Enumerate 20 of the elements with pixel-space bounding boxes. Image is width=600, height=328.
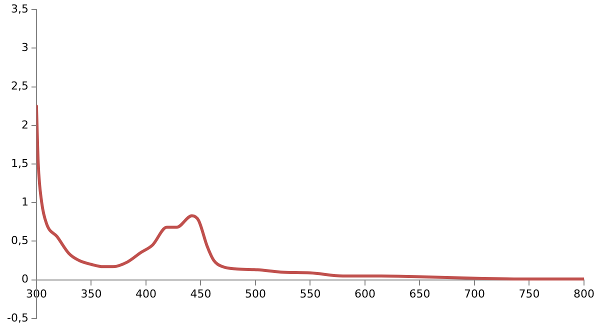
x-tick-label: 800 [574,287,594,300]
x-tick-label: 350 [80,287,102,300]
x-tick-label: 500 [244,287,266,300]
y-tick-label: 1 [21,195,28,208]
x-tick-label: 450 [190,287,212,300]
y-tick-label: 3,5 [10,2,28,16]
x-tick-label: 700 [464,287,485,300]
y-tick-label: 2,5 [10,80,28,93]
x-tick-label: 650 [409,287,430,300]
y-tick-label: -0,5 [6,311,28,324]
y-tick-label: 2 [21,118,28,132]
y-tick-label: 0,5 [10,234,28,248]
y-tick-label: 0 [21,272,28,286]
y-tick-label: 3 [21,41,28,54]
x-tick-label: 400 [135,287,156,300]
y-tick-label: 1,5 [10,156,28,170]
x-tick-label: 600 [354,287,376,300]
x-tick-label: 750 [518,287,540,300]
x-tick-label: 300 [26,287,47,300]
x-tick-label: 550 [300,287,321,300]
